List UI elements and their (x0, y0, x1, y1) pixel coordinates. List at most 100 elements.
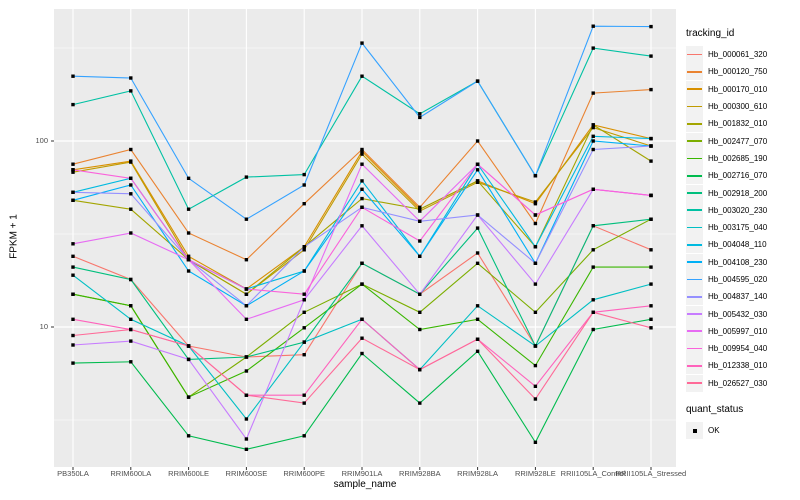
data-point (360, 317, 364, 321)
legend-title-tracking-id: tracking_id (686, 28, 735, 39)
data-point (129, 317, 133, 321)
data-point (475, 162, 480, 166)
legend-entry-label: Hb_004108_230 (708, 257, 768, 267)
data-point (360, 149, 364, 153)
data-point (591, 327, 595, 332)
data-point (533, 261, 538, 265)
data-point (71, 168, 75, 172)
x-tick-label-RRIM928LE: RRIM928LE (514, 469, 556, 478)
legend-key (686, 340, 703, 358)
data-point (360, 282, 364, 286)
legend-entry-Hb_002685_190: Hb_002685_190 (686, 149, 767, 167)
data-point (186, 207, 191, 211)
legend-entry-label: Hb_012338_010 (708, 361, 768, 371)
data-point (129, 277, 133, 282)
x-tick-label-RRII105LA_Control: RRII105LA_Control (560, 469, 626, 478)
data-point (475, 79, 480, 83)
data-point (71, 162, 75, 166)
legend-key (686, 80, 703, 98)
data-point (591, 248, 595, 252)
data-point (649, 265, 653, 269)
data-point (591, 91, 595, 95)
legend-entry-Hb_004108_230: Hb_004108_230 (686, 253, 768, 271)
legend-entry-label: Hb_026527_030 (708, 378, 768, 388)
x-tick-label-RRIM901LA: RRIM901LA (341, 469, 383, 478)
data-point (475, 226, 480, 230)
legend-line-swatch (687, 261, 702, 263)
data-point (418, 115, 422, 120)
data-point (71, 242, 75, 246)
quant-status-block: quant_status OK (686, 403, 767, 440)
x-tick-label-RRIM928BA: RRIM928BA (398, 469, 441, 478)
legend-title-quant-status: quant_status (686, 403, 744, 415)
legend-key (686, 374, 703, 392)
data-point (649, 54, 653, 58)
data-point (302, 310, 306, 314)
legend-entry-Hb_002477_070: Hb_002477_070 (686, 132, 768, 150)
legend-entry-label: Hb_002477_070 (708, 136, 768, 146)
legend-entry-Hb_000300_610: Hb_000300_610 (686, 98, 767, 116)
data-point (71, 292, 75, 296)
data-point (360, 351, 364, 356)
data-point (649, 304, 653, 308)
legend-line-swatch (687, 105, 702, 108)
data-point (418, 310, 422, 314)
data-point (475, 179, 480, 183)
legend-key (686, 63, 703, 81)
legend-entry-Hb_026527_030: Hb_026527_030 (686, 374, 768, 392)
legend-key (686, 167, 703, 185)
data-point (649, 248, 653, 252)
data-point (129, 160, 133, 164)
legend-key (686, 201, 703, 219)
data-point (302, 393, 306, 397)
data-point (533, 344, 538, 348)
legend-entry-Hb_000170_010: Hb_000170_010 (686, 80, 768, 98)
data-point (244, 317, 249, 321)
data-point (302, 183, 306, 187)
legend-key (686, 271, 703, 288)
data-point (418, 205, 422, 209)
data-point (360, 224, 364, 228)
data-point (649, 144, 653, 148)
legend-entry-label: Hb_002918_200 (708, 188, 768, 198)
data-point (533, 174, 538, 178)
data-point (71, 198, 75, 202)
data-point (475, 317, 480, 321)
data-point (244, 287, 249, 291)
legend-entry-label: OK (708, 426, 720, 436)
legend-key (686, 46, 703, 64)
legend-entry-label: Hb_001832_010 (708, 119, 768, 129)
data-point (591, 134, 595, 138)
data-point (591, 224, 595, 228)
legend-entry-label: Hb_004595_020 (708, 275, 768, 284)
data-point (302, 172, 306, 177)
legend-entry-label: Hb_005432_030 (708, 309, 768, 319)
x-axis-title: sample_name (333, 479, 397, 490)
legend-entry-Hb_003020_230: Hb_003020_230 (686, 201, 767, 219)
y-tick-label-100: 100 (35, 136, 48, 145)
legend-line-swatch (687, 330, 702, 333)
data-point (360, 336, 364, 340)
data-point (649, 193, 653, 198)
data-point (475, 261, 480, 265)
legend-line-swatch (687, 278, 702, 281)
legend-key (686, 253, 703, 271)
data-point (244, 258, 249, 262)
panel-background (54, 9, 676, 467)
data-point (475, 337, 480, 341)
data-point (533, 397, 538, 401)
data-point (418, 112, 422, 116)
data-point (475, 213, 480, 217)
data-point (533, 282, 538, 286)
legend-entry-Hb_005997_010: Hb_005997_010 (686, 322, 767, 340)
data-point (533, 213, 538, 217)
data-point (649, 87, 653, 92)
data-point (244, 437, 249, 441)
data-point (649, 24, 653, 29)
legend-entry-Hb_002716_070: Hb_002716_070 (686, 167, 767, 185)
data-point (186, 357, 191, 362)
legend-entry-label: Hb_000170_010 (708, 84, 768, 94)
data-point (533, 363, 538, 368)
legend-key (686, 357, 703, 375)
